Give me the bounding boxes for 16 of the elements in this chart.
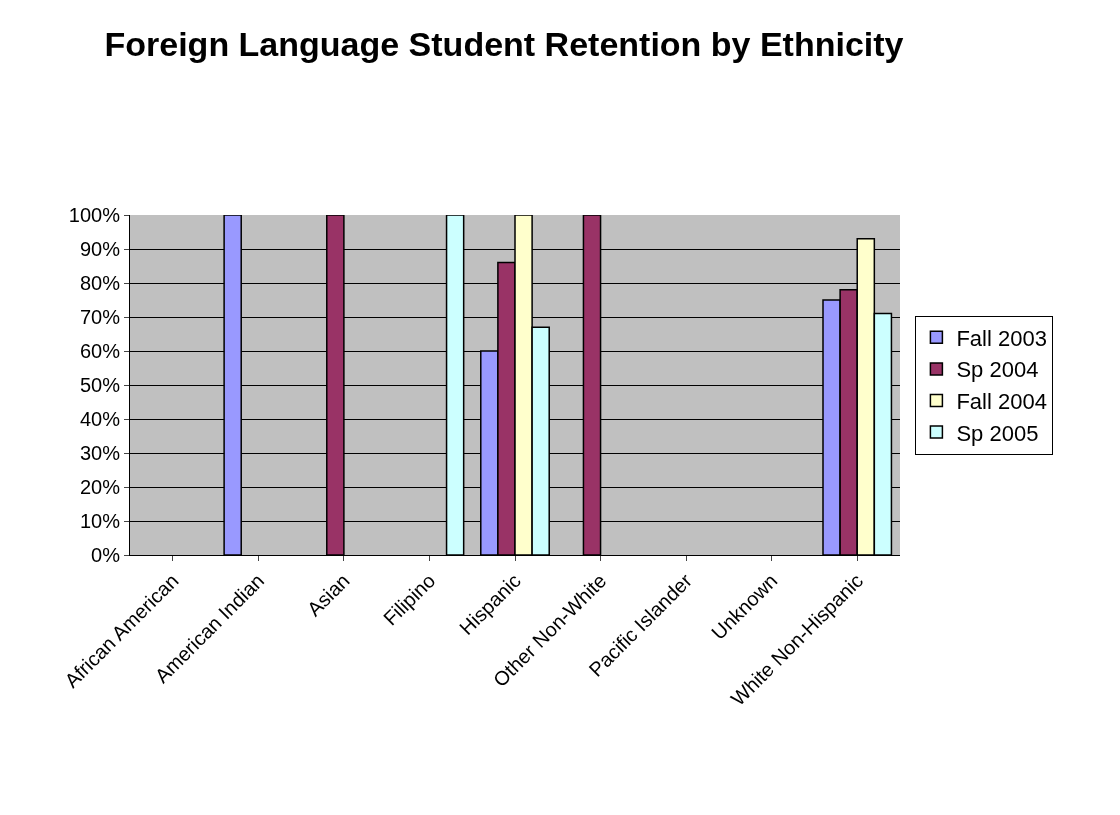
y-tick-label: 0%: [91, 544, 121, 566]
y-tick-label: 20%: [79, 476, 121, 498]
y-tick-label: 30%: [79, 442, 121, 464]
y-tick-label: 60%: [79, 340, 121, 362]
y-tick-label: 40%: [79, 408, 121, 430]
legend-label: Fall 2004: [956, 389, 1047, 415]
y-tick-label: 50%: [79, 374, 121, 396]
y-tick-label: 70%: [79, 306, 121, 328]
y-tick-label: 90%: [79, 238, 121, 260]
chart-title: Foreign Language Student Retention by Ethnicity: [104, 25, 904, 64]
y-tick-label: 80%: [79, 272, 121, 294]
legend-label: Sp 2005: [956, 420, 1039, 446]
y-tick-label: 10%: [79, 510, 121, 532]
legend-label: Fall 2003: [956, 325, 1047, 351]
y-tick-label: 100%: [68, 204, 121, 226]
legend-label: Sp 2004: [956, 357, 1039, 383]
